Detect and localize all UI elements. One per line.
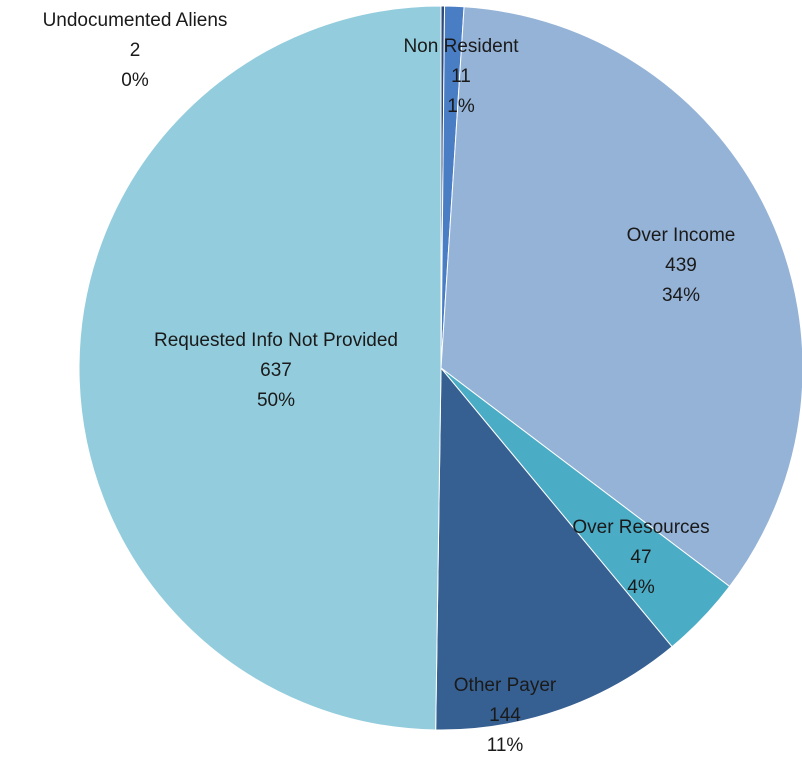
slice-label-undocumented-aliens: Undocumented Aliens 2 0% [43, 10, 228, 91]
slice-label-name: Other Payer [454, 675, 557, 696]
slice-label-name: Undocumented Aliens [43, 10, 228, 31]
slice-label-name: Over Resources [572, 517, 709, 538]
slice-label-over-income: Over Income 439 34% [627, 225, 736, 306]
slice-label-value: 11 [451, 66, 471, 87]
pie-slices [78, 5, 802, 731]
pie-slice-other-payer [435, 366, 673, 731]
slice-label-over-resources: Over Resources 47 4% [572, 517, 709, 598]
slice-label-percent: 0% [121, 70, 149, 91]
slice-label-percent: 4% [627, 577, 655, 598]
slice-label-name: Non Resident [403, 36, 519, 57]
pie-slice-requested-info-not-provided [78, 5, 442, 731]
slice-label-percent: 34% [662, 285, 700, 306]
pie-labels: Undocumented Aliens 2 0% Non Resident 11 1% Ov… [43, 10, 736, 756]
slice-label-percent: 11% [487, 735, 524, 756]
slice-label-name: Over Income [627, 225, 736, 246]
slice-label-percent: 50% [257, 390, 295, 411]
slice-label-value: 144 [489, 705, 521, 726]
slice-label-non-resident: Non Resident 11 1% [403, 36, 519, 117]
slice-label-value: 47 [630, 547, 651, 568]
slice-label-name: Requested Info Not Provided [154, 330, 398, 351]
slice-label-requested-info-not-provided: Requested Info Not Provided 637 50% [154, 330, 398, 411]
slice-label-value: 2 [130, 40, 141, 61]
slice-label-value: 439 [665, 255, 697, 276]
slice-label-percent: 1% [447, 96, 475, 117]
slice-label-value: 637 [260, 360, 292, 381]
pie-slice-over-income [440, 6, 802, 588]
slice-label-other-payer: Other Payer 144 11% [454, 675, 557, 756]
